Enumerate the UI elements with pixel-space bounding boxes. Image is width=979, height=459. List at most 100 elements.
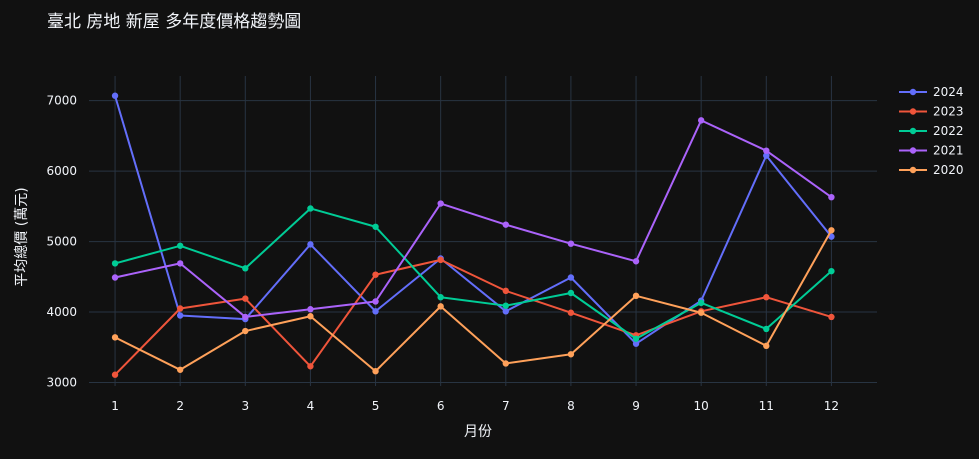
legend[interactable]: 2024 2023 2022 2021 2020 <box>899 85 964 177</box>
series-2024 <box>111 92 835 347</box>
data-point <box>176 305 184 312</box>
data-point <box>111 92 119 99</box>
series-2021 <box>111 117 835 321</box>
legend-label: 2024 <box>933 85 964 99</box>
series-2020 <box>111 227 835 375</box>
x-tick-label: 3 <box>241 399 249 413</box>
legend-label: 2022 <box>933 124 964 138</box>
data-point <box>372 368 379 375</box>
data-point <box>242 313 249 321</box>
data-point <box>763 325 770 333</box>
data-point <box>437 303 444 310</box>
data-point <box>763 147 770 154</box>
data-point <box>567 240 575 247</box>
data-point <box>307 306 314 313</box>
legend-item-2020[interactable]: 2020 <box>899 163 964 177</box>
data-point <box>828 313 835 321</box>
data-point <box>176 366 184 373</box>
data-point <box>763 342 770 350</box>
y-tick-label: 4000 <box>46 305 77 319</box>
y-tick-label: 6000 <box>46 164 77 178</box>
data-point <box>372 298 379 305</box>
y-tick-label: 5000 <box>46 235 77 249</box>
data-point <box>502 302 509 309</box>
data-point <box>828 267 835 275</box>
legend-item-2024[interactable]: 2024 <box>899 85 964 99</box>
data-point <box>111 371 119 378</box>
data-point <box>437 200 444 207</box>
data-point <box>307 205 314 212</box>
data-point <box>697 309 705 316</box>
data-point <box>176 242 184 249</box>
data-point <box>763 294 770 301</box>
data-point <box>632 292 640 300</box>
legend-marker <box>909 108 917 115</box>
x-tick-label: 8 <box>567 399 575 413</box>
data-point <box>697 299 705 307</box>
x-tick-label: 5 <box>372 399 380 413</box>
series-2023 <box>111 256 835 378</box>
data-point <box>828 227 835 234</box>
legend-label: 2020 <box>933 163 964 177</box>
data-point <box>567 309 575 316</box>
data-point <box>632 335 640 342</box>
series-line-2020 <box>114 229 833 373</box>
data-point <box>567 351 575 358</box>
legend-item-2023[interactable]: 2023 <box>899 105 964 119</box>
data-point <box>111 260 119 267</box>
x-tick-label: 6 <box>437 399 445 413</box>
x-tick-label: 11 <box>759 399 774 413</box>
data-point <box>307 363 314 370</box>
data-point <box>828 193 835 201</box>
legend-marker <box>909 166 917 174</box>
x-tick-label: 1 <box>111 399 119 413</box>
data-point <box>111 274 119 281</box>
x-tick-label: 2 <box>176 399 184 413</box>
legend-item-2022[interactable]: 2022 <box>899 124 964 138</box>
data-point <box>697 117 705 124</box>
series-2022 <box>111 205 835 342</box>
data-point <box>176 260 184 267</box>
data-point <box>307 313 314 320</box>
data-point <box>242 265 249 272</box>
data-point <box>437 256 444 264</box>
series-line-2022 <box>114 207 833 340</box>
data-point <box>502 221 509 228</box>
grid-layer <box>89 76 877 386</box>
legend-label: 2021 <box>933 144 964 158</box>
y-tick-label: 7000 <box>46 94 77 108</box>
legend-marker <box>909 147 917 154</box>
data-point <box>372 223 379 230</box>
legend-label: 2023 <box>933 105 964 119</box>
data-point <box>372 308 379 315</box>
data-point <box>176 312 184 319</box>
data-point <box>632 340 640 347</box>
data-point <box>567 274 575 281</box>
data-point <box>502 360 509 367</box>
data-point <box>763 152 770 159</box>
data-point <box>437 294 444 301</box>
x-tick-label: 7 <box>502 399 510 413</box>
x-tick-label: 12 <box>824 399 839 413</box>
data-point <box>372 271 379 278</box>
data-point <box>307 241 314 248</box>
chart-title: 臺北 房地 新屋 多年度價格趨勢圖 <box>47 12 301 32</box>
series-line-2021 <box>114 119 832 318</box>
y-axis-title: 平均總價 (萬元) <box>13 187 30 286</box>
legend-item-2021[interactable]: 2021 <box>899 144 964 158</box>
x-axis-title: 月份 <box>464 424 492 440</box>
data-point <box>632 258 640 265</box>
series-layer <box>111 92 835 378</box>
y-tick-label: 3000 <box>46 375 77 389</box>
x-tick-label: 10 <box>694 399 709 413</box>
data-point <box>502 308 509 315</box>
legend-marker <box>909 88 917 96</box>
series-line-2023 <box>114 258 832 376</box>
data-point <box>567 289 575 297</box>
data-point <box>502 287 509 295</box>
data-point <box>242 295 249 302</box>
x-tick-label: 9 <box>632 399 640 413</box>
